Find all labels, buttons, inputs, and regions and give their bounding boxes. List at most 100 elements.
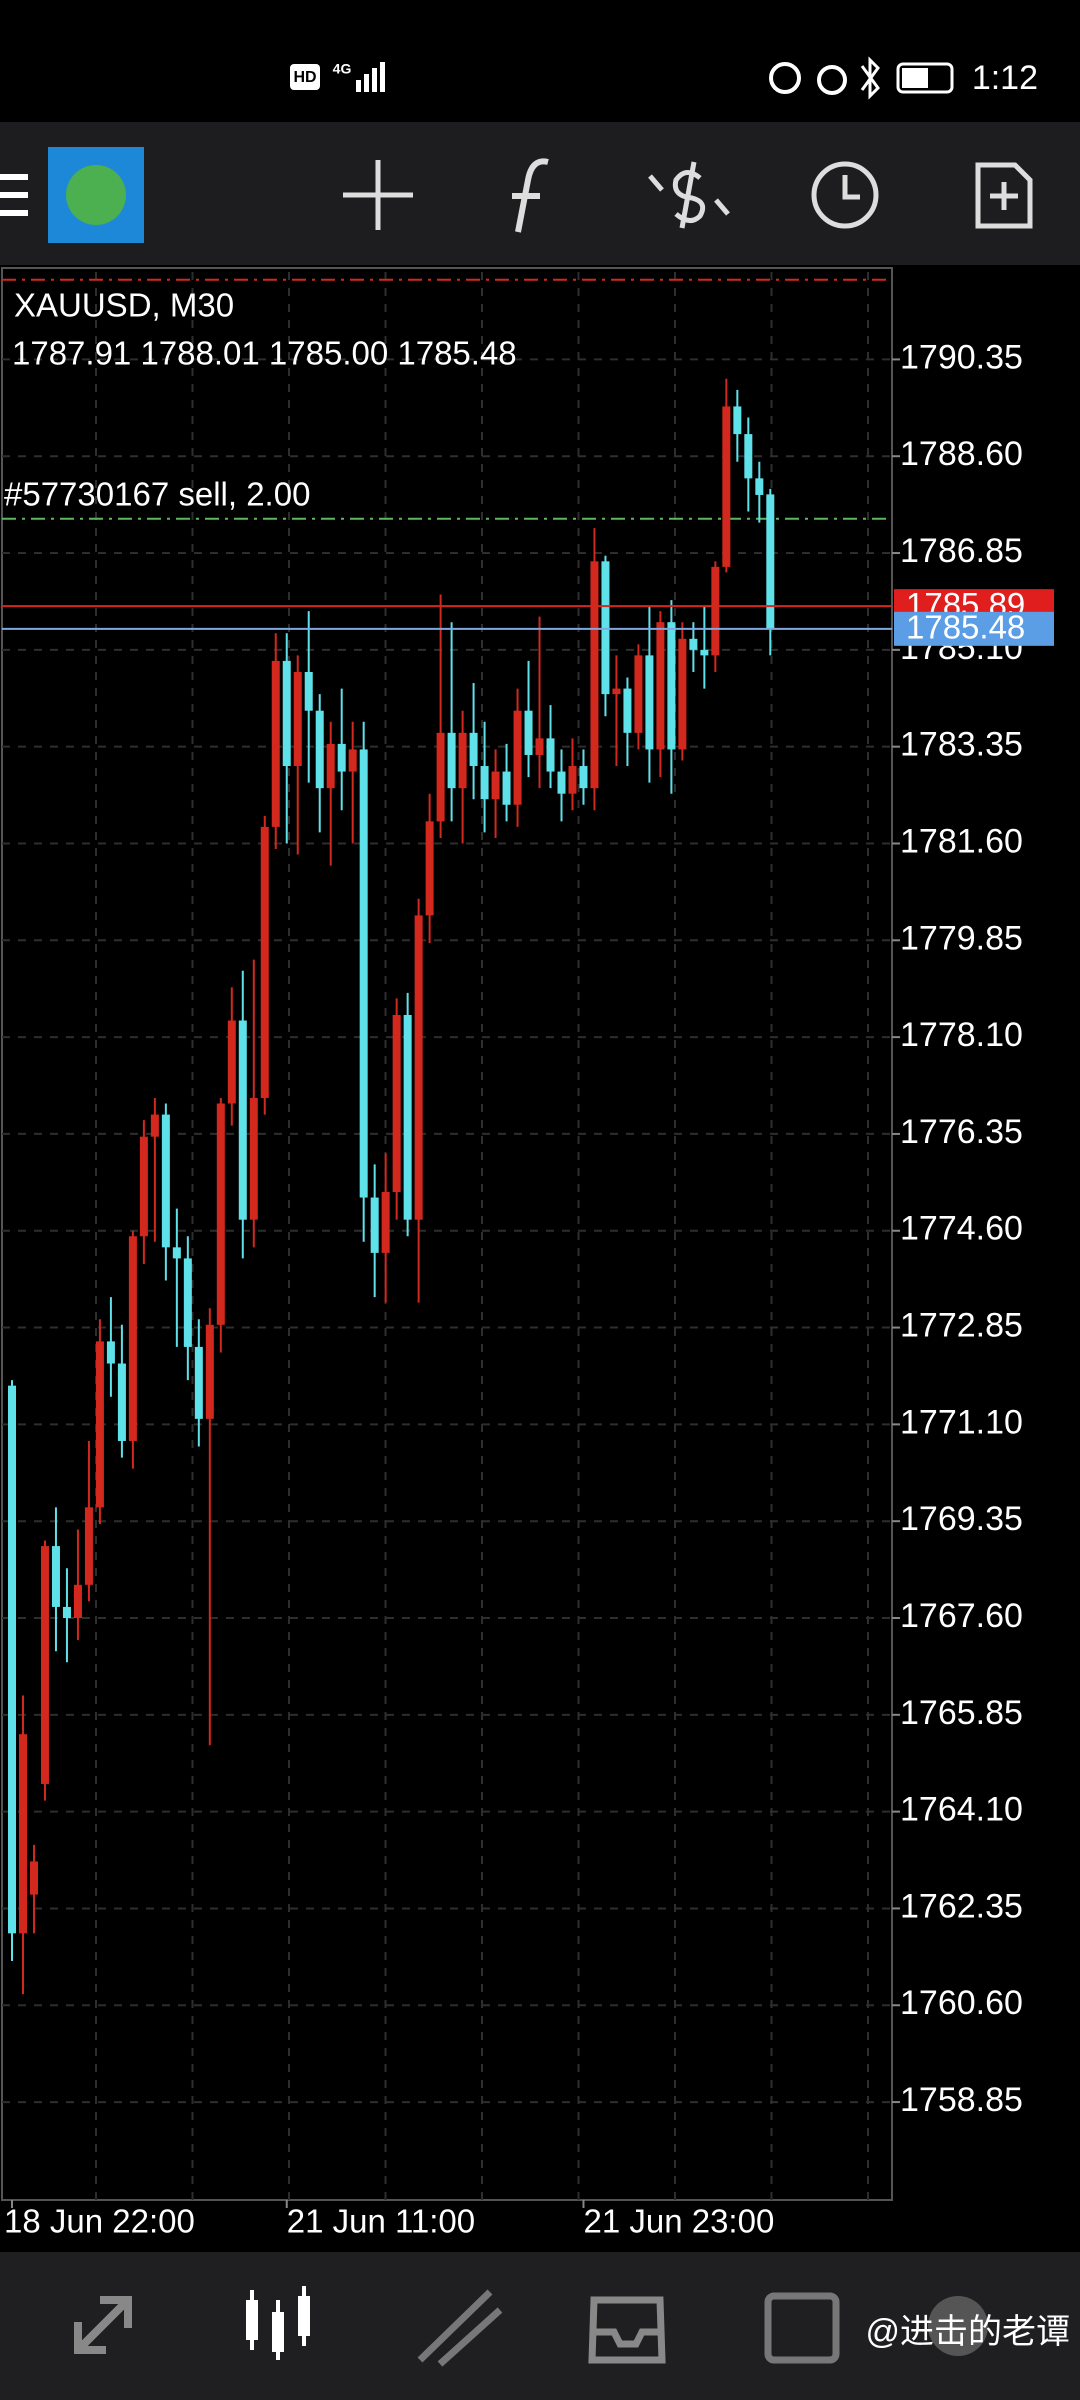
candle-body (601, 561, 610, 695)
candle-body (337, 743, 346, 772)
candle-body (590, 561, 599, 789)
battery-level (902, 68, 928, 88)
app-logo-mark (66, 165, 126, 225)
candle-body (29, 1861, 38, 1895)
candle-body (447, 732, 456, 789)
candle-body (216, 1103, 225, 1325)
candle-body (194, 1346, 203, 1419)
watermark: @进击的老谭 (865, 2313, 1070, 2351)
y-tick-label: 1790.35 (900, 338, 1023, 376)
plot-area (1, 267, 893, 2201)
candle-body (370, 1197, 379, 1253)
y-tick-label: 1769.35 (900, 1500, 1023, 1538)
trade-tab[interactable] (417, 2289, 503, 2367)
alarm-icon (817, 65, 847, 95)
candle-body (623, 688, 632, 733)
candle-body (535, 738, 544, 755)
history-tab[interactable] (588, 2296, 666, 2364)
chart-tab[interactable] (246, 2286, 310, 2360)
battery-icon (896, 62, 954, 94)
crosshair-button[interactable] (343, 160, 413, 230)
candle-body (524, 710, 533, 755)
candle-body (205, 1324, 214, 1419)
candle-body (51, 1546, 60, 1607)
candle-body (733, 406, 742, 435)
candle-body (579, 766, 588, 789)
eye-icon (769, 62, 801, 94)
candle-body (513, 710, 522, 805)
y-tick-label: 1762.35 (900, 1887, 1023, 1925)
candle-body (480, 766, 489, 800)
candle-body (678, 638, 687, 750)
y-tick-label: 1765.85 (900, 1694, 1023, 1732)
candle-body (546, 738, 555, 772)
bottom-nav (0, 2252, 1080, 2400)
indicator-button[interactable] (512, 158, 549, 233)
candle-body (161, 1114, 170, 1248)
history-hands (842, 175, 860, 200)
hd-badge (290, 64, 320, 90)
candle-body (260, 826, 269, 1098)
candle-body (359, 749, 368, 1198)
bid-label: 1785.48 (906, 609, 1025, 646)
net-text: 4G (333, 61, 352, 77)
y-tick-label: 1774.60 (900, 1210, 1023, 1248)
candle-body (667, 622, 676, 750)
new-order-plus (990, 182, 1018, 210)
y-tick-label: 1786.85 (900, 532, 1023, 570)
y-tick-label: 1783.35 (900, 726, 1023, 764)
y-tick-label: 1760.60 (900, 1984, 1023, 2022)
candle-body (755, 478, 764, 495)
history-button[interactable] (811, 161, 879, 229)
candle-body (128, 1236, 137, 1441)
new-order-button[interactable] (975, 162, 1033, 229)
x-tick-label: 21 Jun 23:00 (583, 2203, 774, 2240)
candle-body (348, 749, 357, 772)
candle-body (557, 771, 566, 794)
candle-body (392, 1014, 401, 1193)
menu-button[interactable] (0, 174, 28, 216)
candle-body (117, 1363, 126, 1441)
candle-body (249, 1097, 258, 1220)
signal-icon (356, 62, 385, 92)
messages-tab[interactable] (928, 2296, 988, 2356)
y-tick-label: 1758.85 (900, 2081, 1023, 2119)
candle-body (84, 1507, 93, 1585)
y-tick-label: 1764.10 (900, 1791, 1023, 1829)
candle-body (711, 566, 720, 656)
chart-layer: 1758.85 1760.60 1762.35 1764.10 1765.85 1767.… (2, 278, 1054, 2240)
candle-body (139, 1136, 148, 1237)
candle-body (326, 743, 335, 789)
candle-body (689, 638, 698, 650)
y-tick-label: 1779.85 (900, 919, 1023, 957)
ohlc-readout: 1787.91 1788.01 1785.00 1785.48 (12, 335, 517, 372)
news-tab[interactable] (764, 2292, 840, 2364)
candle-body (315, 710, 324, 789)
candle-body (238, 1020, 247, 1220)
candle-body (612, 688, 621, 695)
trade-button[interactable] (648, 161, 730, 229)
candle-body (150, 1114, 159, 1137)
candle-body (425, 821, 434, 916)
candle-body (62, 1606, 71, 1619)
y-tick-label: 1772.85 (900, 1307, 1023, 1345)
candle-body (293, 671, 302, 767)
y-tick-label: 1771.10 (900, 1403, 1023, 1441)
candle-body (700, 649, 709, 656)
hd-text: HD (293, 69, 316, 86)
candle-body (634, 655, 643, 733)
candle-body (18, 1734, 27, 1934)
y-tick-label: 1788.60 (900, 435, 1023, 473)
candle-body (469, 732, 478, 767)
quotes-tab[interactable] (74, 2296, 132, 2354)
candle-body (282, 660, 291, 767)
candle-body (502, 771, 511, 805)
candle-body (304, 671, 313, 711)
candle-body (271, 660, 280, 827)
candle-body (8, 1385, 16, 1934)
y-tick-label: 1778.10 (900, 1016, 1023, 1054)
x-tick-label: 18 Jun 22:00 (4, 2203, 195, 2240)
status-bar (0, 0, 1080, 122)
candle-body (645, 655, 654, 750)
candle-body (744, 434, 753, 479)
